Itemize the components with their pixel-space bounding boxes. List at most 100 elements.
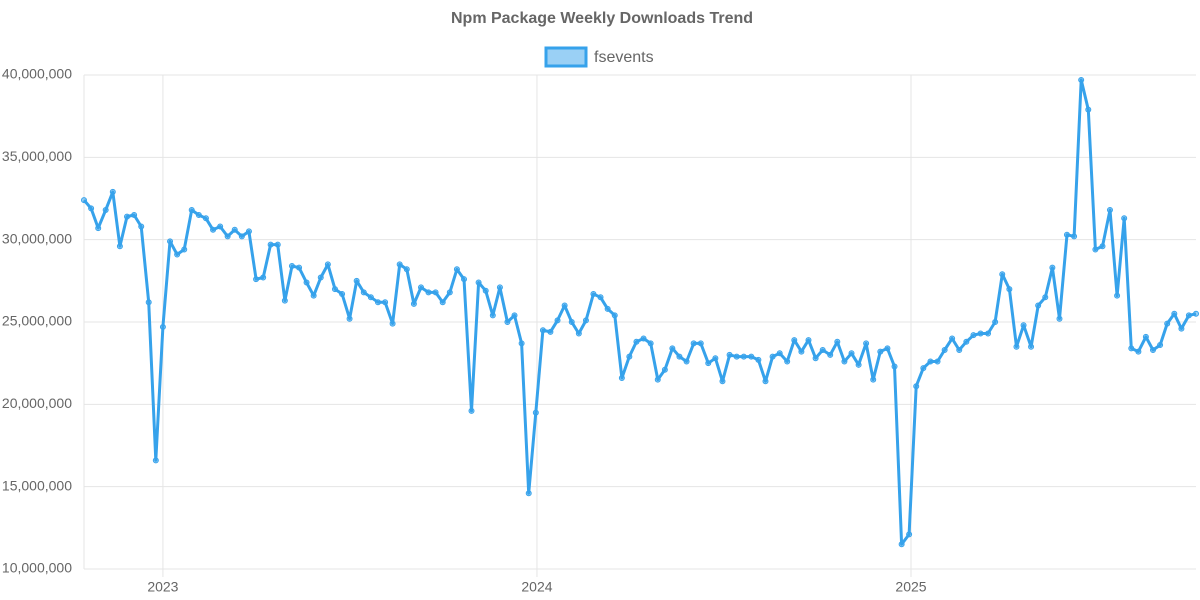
point	[805, 337, 812, 344]
point	[253, 276, 260, 283]
point	[331, 286, 338, 293]
point	[267, 241, 274, 248]
point	[819, 346, 826, 353]
point	[274, 241, 281, 248]
point	[511, 312, 518, 319]
point	[202, 215, 209, 222]
point	[324, 261, 331, 268]
point	[181, 246, 188, 253]
point	[1071, 233, 1078, 240]
point	[210, 226, 217, 233]
point	[590, 291, 597, 298]
point	[224, 233, 231, 240]
point	[547, 328, 554, 335]
point	[439, 299, 446, 306]
point	[611, 312, 618, 319]
x-tick-label: 2025	[895, 579, 926, 595]
point	[941, 346, 948, 353]
point	[1121, 215, 1128, 222]
point	[626, 353, 633, 360]
point	[812, 355, 819, 362]
point	[1063, 231, 1070, 238]
point	[1028, 343, 1035, 350]
point	[102, 207, 109, 214]
point	[690, 340, 697, 347]
point	[848, 350, 855, 357]
point	[288, 263, 295, 270]
point	[1013, 343, 1020, 350]
point	[604, 305, 611, 312]
point	[310, 292, 317, 299]
point	[367, 294, 374, 301]
point	[231, 226, 238, 233]
point	[403, 266, 410, 273]
point	[661, 366, 668, 373]
point	[575, 330, 582, 337]
point	[195, 211, 202, 218]
point	[877, 348, 884, 355]
point	[647, 340, 654, 347]
point	[568, 319, 575, 325]
point	[776, 350, 783, 357]
point	[1128, 345, 1135, 352]
point	[152, 457, 159, 464]
point	[791, 337, 798, 344]
point	[425, 289, 432, 296]
point	[963, 338, 970, 345]
point	[1164, 320, 1171, 327]
point	[374, 299, 381, 306]
legend-swatch	[544, 46, 588, 68]
point	[669, 345, 676, 352]
point	[410, 300, 417, 307]
point	[88, 205, 95, 212]
point	[769, 353, 776, 360]
point	[683, 358, 690, 365]
point	[834, 338, 841, 345]
point	[525, 490, 532, 497]
point	[188, 207, 195, 214]
point	[956, 346, 963, 353]
point	[446, 289, 453, 296]
point	[618, 374, 625, 381]
point	[461, 276, 468, 283]
y-tick-label: 30,000,000	[2, 230, 72, 246]
point	[913, 383, 920, 390]
point	[740, 353, 747, 360]
point	[539, 327, 546, 334]
point	[217, 223, 224, 230]
point	[719, 378, 726, 385]
point	[855, 361, 862, 368]
point	[697, 340, 704, 347]
point	[1106, 207, 1113, 214]
point	[1092, 246, 1099, 253]
x-tick-label: 2024	[521, 579, 552, 595]
point	[712, 355, 719, 362]
point	[582, 317, 589, 324]
point	[676, 353, 683, 360]
point	[1114, 292, 1121, 299]
point	[798, 348, 805, 355]
point	[762, 378, 769, 385]
chart-title: Npm Package Weekly Downloads Trend	[451, 10, 753, 27]
point	[396, 261, 403, 268]
point	[475, 279, 482, 286]
point	[597, 294, 604, 301]
point	[296, 264, 303, 271]
point	[934, 358, 941, 365]
point	[1020, 322, 1027, 329]
point	[138, 223, 145, 230]
point	[81, 197, 87, 204]
point	[109, 188, 116, 195]
point	[755, 356, 762, 363]
point	[1149, 346, 1156, 353]
series-line	[82, 78, 1197, 546]
point	[748, 353, 755, 360]
point	[281, 297, 288, 304]
point	[726, 351, 733, 358]
point	[633, 338, 640, 345]
point	[145, 299, 152, 306]
point	[389, 320, 396, 327]
point	[360, 289, 367, 296]
point	[518, 340, 525, 347]
point	[317, 274, 324, 281]
